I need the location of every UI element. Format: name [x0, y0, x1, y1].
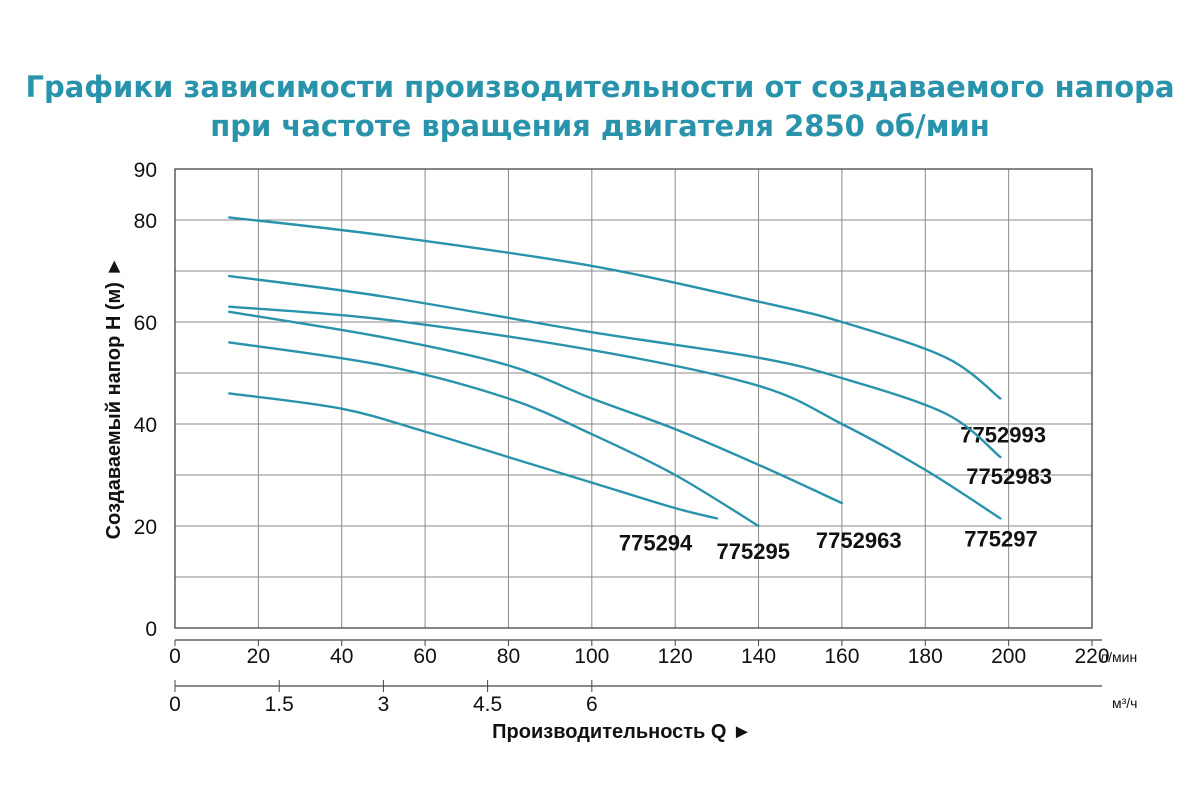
x-tick-label: 160	[824, 645, 859, 668]
x-tick-label: 80	[497, 645, 520, 668]
x2-unit-label: м³/ч	[1112, 695, 1137, 711]
x-axis-label: Производительность Q ►	[492, 721, 752, 743]
x-tick-label: 200	[991, 645, 1026, 668]
x-tick-label: 40	[330, 645, 353, 668]
series-line-7752993	[228, 216, 1002, 400]
x-tick-label: 140	[741, 645, 776, 668]
x-tick-label: 220	[1074, 645, 1109, 668]
series-line-775297	[228, 305, 1002, 520]
series-line-7752963	[228, 310, 844, 505]
series-label-775294: 775294	[619, 530, 693, 555]
chart-grid	[174, 168, 1093, 629]
x2-tick-label: 3	[378, 693, 390, 716]
x-tick-label: 0	[169, 645, 181, 668]
x-tick-label: 60	[413, 645, 436, 668]
series-label-775297: 775297	[964, 526, 1037, 551]
chart-series: 7752993 7752983 775297 7752963 775295 775294	[228, 216, 1052, 564]
series-line-7752983	[228, 274, 1002, 459]
series-label-7752983: 7752983	[966, 464, 1052, 489]
series-label-7752993: 7752993	[960, 423, 1046, 448]
x2-tick-label: 6	[586, 693, 598, 716]
x-tick-label: 120	[658, 645, 693, 668]
series-label-775295: 775295	[717, 539, 790, 564]
y-tick-label: 80	[134, 210, 157, 233]
x-unit-label: л/мин	[1100, 649, 1137, 665]
plot-frame	[174, 168, 1093, 629]
x-tick-label: 180	[908, 645, 943, 668]
y-tick-label: 60	[134, 312, 157, 335]
x2-tick-label: 0	[169, 693, 181, 716]
x-tick-label: 20	[247, 645, 270, 668]
y-tick-label: 20	[134, 516, 157, 539]
series-label-7752963: 7752963	[816, 528, 902, 553]
y-tick-label: 40	[134, 414, 157, 437]
y-tick-label: 90	[134, 159, 157, 182]
y-tick-label: 0	[145, 618, 157, 641]
series-line-775294	[228, 392, 719, 520]
y-axis-label: Создаваемый напор H (м) ►	[103, 257, 125, 540]
x2-tick-label: 1.5	[265, 693, 294, 716]
series-line-775295	[228, 341, 760, 528]
chart-title-line-1: Графики зависимости производительности о…	[25, 70, 1175, 104]
chart-title: Графики зависимости производительности о…	[0, 68, 1200, 146]
x2-tick-label: 4.5	[473, 693, 502, 716]
chart-title-line-2: при частоте вращения двигателя 2850 об/м…	[210, 109, 990, 143]
x-tick-label: 100	[574, 645, 609, 668]
